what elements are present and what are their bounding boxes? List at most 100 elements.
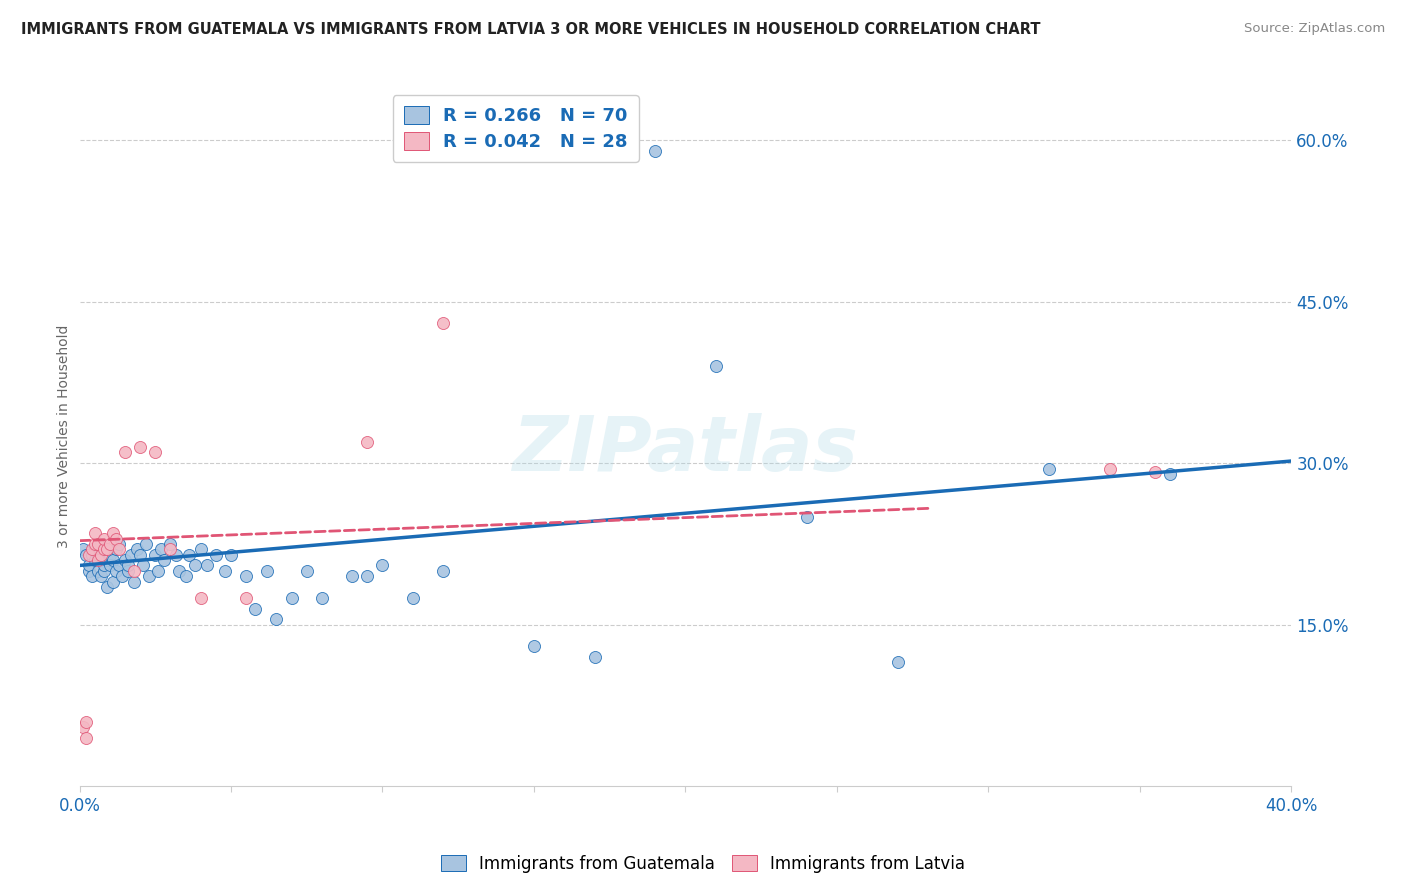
Point: [235, 569, 257, 583]
Point: [143, 445, 166, 459]
Point: [104, 564, 127, 578]
Point: [72, 720, 94, 734]
Point: [93, 558, 115, 573]
Point: [143, 548, 166, 562]
Point: [114, 445, 136, 459]
Point: [340, 569, 363, 583]
Point: [117, 558, 139, 573]
Point: [135, 537, 157, 551]
Point: [98, 548, 121, 562]
Point: [83, 553, 105, 567]
Point: [120, 548, 142, 562]
Point: [101, 574, 124, 589]
Point: [117, 564, 139, 578]
Point: [183, 558, 205, 573]
Point: [219, 548, 242, 562]
Point: [111, 569, 134, 583]
Point: [122, 564, 145, 578]
Point: [886, 656, 908, 670]
Point: [86, 564, 108, 578]
Legend: R = 0.266   N = 70, R = 0.042   N = 28: R = 0.266 N = 70, R = 0.042 N = 28: [392, 95, 638, 161]
Point: [177, 548, 200, 562]
Point: [138, 569, 160, 583]
Point: [98, 558, 121, 573]
Point: [122, 574, 145, 589]
Point: [83, 537, 105, 551]
Point: [245, 601, 267, 615]
Point: [432, 316, 454, 330]
Point: [132, 558, 155, 573]
Point: [93, 532, 115, 546]
Point: [93, 564, 115, 578]
Point: [356, 434, 378, 449]
Point: [86, 537, 108, 551]
Point: [150, 542, 173, 557]
Point: [129, 548, 152, 562]
Point: [104, 542, 127, 557]
Point: [72, 542, 94, 557]
Point: [80, 548, 103, 562]
Point: [205, 548, 228, 562]
Point: [1144, 465, 1167, 479]
Point: [93, 542, 115, 557]
Point: [90, 537, 112, 551]
Point: [311, 591, 333, 605]
Point: [356, 569, 378, 583]
Point: [280, 591, 302, 605]
Point: [108, 558, 131, 573]
Point: [101, 526, 124, 541]
Point: [104, 532, 127, 546]
Point: [159, 537, 181, 551]
Point: [371, 558, 394, 573]
Point: [402, 591, 425, 605]
Point: [108, 542, 131, 557]
Y-axis label: 3 or more Vehicles in Household: 3 or more Vehicles in Household: [58, 325, 72, 548]
Point: [190, 591, 212, 605]
Point: [77, 548, 100, 562]
Point: [796, 510, 818, 524]
Point: [77, 558, 100, 573]
Point: [1038, 461, 1060, 475]
Point: [129, 440, 152, 454]
Point: [583, 649, 606, 664]
Point: [77, 564, 100, 578]
Point: [86, 548, 108, 562]
Point: [80, 542, 103, 557]
Text: Source: ZipAtlas.com: Source: ZipAtlas.com: [1244, 22, 1385, 36]
Point: [266, 612, 288, 626]
Legend: Immigrants from Guatemala, Immigrants from Latvia: Immigrants from Guatemala, Immigrants fr…: [434, 848, 972, 880]
Point: [214, 564, 236, 578]
Point: [1159, 467, 1181, 481]
Point: [114, 553, 136, 567]
Point: [190, 542, 212, 557]
Point: [644, 144, 666, 158]
Point: [169, 564, 191, 578]
Point: [83, 526, 105, 541]
Point: [75, 548, 97, 562]
Text: IMMIGRANTS FROM GUATEMALA VS IMMIGRANTS FROM LATVIA 3 OR MORE VEHICLES IN HOUSEH: IMMIGRANTS FROM GUATEMALA VS IMMIGRANTS …: [21, 22, 1040, 37]
Point: [235, 591, 257, 605]
Point: [90, 569, 112, 583]
Point: [432, 564, 454, 578]
Point: [159, 542, 181, 557]
Point: [96, 542, 118, 557]
Point: [101, 553, 124, 567]
Point: [80, 569, 103, 583]
Point: [1098, 461, 1121, 475]
Text: ZIPatlas: ZIPatlas: [512, 413, 859, 487]
Point: [256, 564, 278, 578]
Point: [108, 537, 131, 551]
Point: [125, 542, 148, 557]
Point: [86, 553, 108, 567]
Point: [704, 359, 727, 374]
Point: [83, 542, 105, 557]
Point: [75, 731, 97, 745]
Point: [96, 580, 118, 594]
Point: [174, 569, 197, 583]
Point: [295, 564, 318, 578]
Point: [153, 553, 176, 567]
Point: [148, 564, 170, 578]
Point: [75, 714, 97, 729]
Point: [96, 553, 118, 567]
Point: [523, 639, 546, 653]
